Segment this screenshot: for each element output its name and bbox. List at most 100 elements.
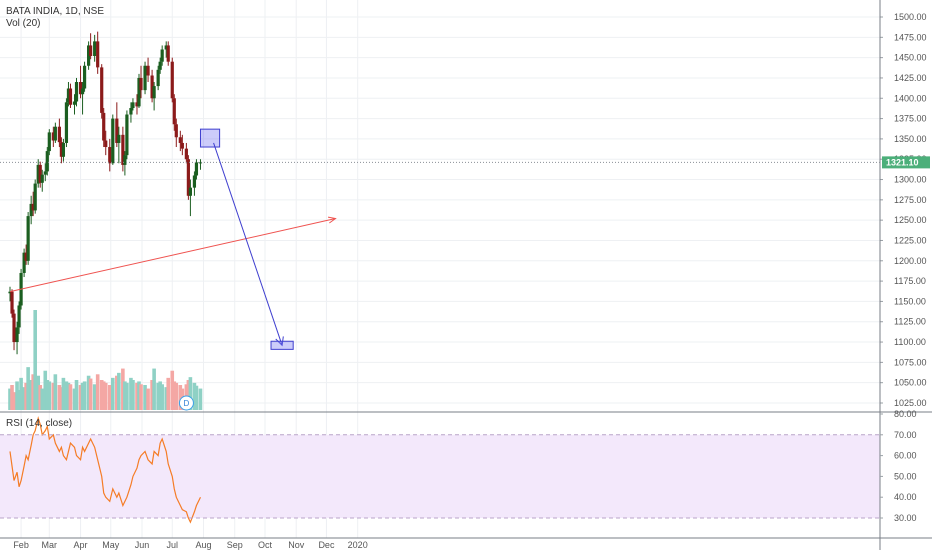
x-tick-label: Dec	[318, 540, 335, 550]
volume-bar	[170, 370, 175, 410]
candle-body	[115, 118, 119, 143]
candle-body	[29, 203, 33, 217]
volume-bar	[74, 380, 79, 410]
last-price-label: 1321.10	[886, 157, 919, 167]
candle-body	[160, 49, 164, 62]
price-tick-label: 1275.00	[894, 195, 927, 205]
volume-bar	[12, 392, 16, 410]
candle-body	[33, 183, 37, 211]
volume-bar	[86, 375, 91, 410]
candle-body	[78, 82, 83, 95]
x-tick-label: Oct	[258, 540, 273, 550]
candle-body	[8, 291, 12, 294]
candle-body	[38, 164, 42, 183]
volume-bar	[152, 368, 156, 410]
volume-indicator-label[interactable]: Vol (20)	[6, 18, 41, 29]
volume-bar	[166, 377, 171, 410]
candle-body	[89, 45, 93, 57]
candle-body	[164, 45, 168, 50]
candle-body	[166, 45, 170, 62]
x-tick-label: Jun	[135, 540, 150, 550]
price-tick-label: 1400.00	[894, 93, 927, 103]
candle-body	[139, 77, 143, 91]
volume-bar	[125, 382, 129, 410]
volume-bar	[22, 387, 26, 410]
candle-body	[170, 61, 174, 99]
candle-body	[31, 203, 35, 211]
volume-bar	[158, 381, 162, 410]
volume-bar	[8, 388, 12, 410]
volume-bar	[33, 310, 37, 410]
volume-bar	[24, 382, 28, 410]
x-tick-label: Jul	[166, 540, 178, 550]
volume-bar	[110, 377, 115, 410]
candle-body	[10, 291, 14, 314]
volume-bar	[80, 382, 85, 410]
candle-body	[172, 98, 176, 125]
candle-body	[22, 252, 26, 273]
volume-bar	[192, 382, 197, 410]
rsi-indicator-label[interactable]: RSI (14, close)	[6, 418, 73, 429]
volume-bar	[160, 384, 164, 410]
symbol-title: BATA INDIA, 1D, NSE	[6, 6, 104, 17]
candle-body	[194, 162, 199, 176]
candle-body	[82, 65, 87, 89]
candle-body	[26, 216, 30, 261]
volume-bar	[45, 380, 50, 410]
projection-arrow	[213, 142, 283, 346]
volume-bar	[121, 368, 125, 410]
rsi-tick-label: 40.00	[894, 492, 917, 502]
dividend-badge[interactable]	[178, 395, 194, 411]
volume-bar	[64, 381, 69, 410]
rsi-tick-label: 70.00	[894, 430, 917, 440]
x-tick-label: Feb	[13, 540, 29, 550]
rsi-tick-label: 60.00	[894, 451, 917, 461]
volume-bar	[47, 381, 52, 410]
price-tick-label: 1025.00	[894, 398, 927, 408]
candle-body	[40, 174, 44, 183]
candle-body	[158, 61, 162, 70]
volume-bar	[194, 385, 199, 410]
last-price-tag-box	[882, 156, 930, 169]
volume-bar	[101, 381, 106, 410]
candle-body	[64, 102, 69, 143]
volume-bar	[88, 378, 93, 410]
volume-bar	[172, 381, 177, 410]
x-tick-label: Sep	[227, 540, 243, 550]
candle-body	[121, 134, 125, 165]
target-zone	[199, 128, 221, 148]
volume-bar	[143, 385, 147, 410]
rsi-pane	[9, 415, 202, 524]
candle-body	[72, 101, 77, 105]
volume-bar	[174, 382, 179, 410]
candle-body	[51, 132, 55, 141]
volume-bar	[61, 377, 66, 410]
price-tick-label: 1300.00	[894, 175, 927, 185]
candle-body	[184, 148, 188, 160]
candle-body	[131, 102, 135, 109]
price-tick-label: 1225.00	[894, 235, 927, 245]
volume-bar	[40, 388, 45, 410]
drawings[interactable]	[9, 128, 337, 350]
candles	[8, 31, 203, 355]
volume-bar	[198, 388, 203, 410]
dividend-marker[interactable]: D	[178, 395, 194, 411]
candle-body	[192, 175, 197, 188]
volume-bar	[82, 381, 87, 410]
volume-bar	[139, 384, 143, 410]
x-tick-label: Aug	[195, 540, 211, 550]
candle-body	[36, 164, 40, 184]
candle-body	[135, 102, 139, 107]
rsi-tick-label: 30.00	[894, 513, 917, 523]
volume-bar	[43, 370, 48, 410]
x-tick-label: Apr	[74, 540, 88, 550]
price-tick-label: 1125.00	[894, 317, 926, 327]
candle-body	[143, 65, 147, 91]
volume-bar	[51, 382, 56, 410]
candle-body	[61, 142, 66, 157]
candle-body	[178, 137, 182, 143]
candle-body	[174, 124, 178, 138]
volume-bar	[59, 387, 64, 410]
candle-body	[104, 140, 108, 148]
